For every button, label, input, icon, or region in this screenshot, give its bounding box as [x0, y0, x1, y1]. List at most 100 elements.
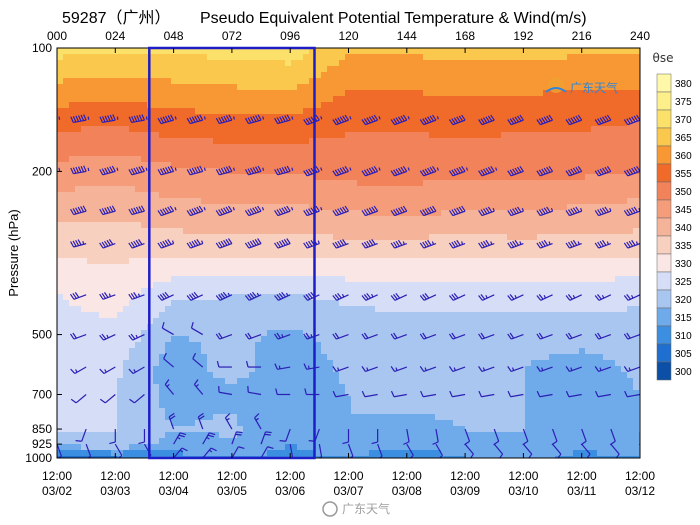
field-cell	[429, 456, 436, 458]
field-cell	[315, 60, 322, 67]
field-cell	[93, 432, 100, 439]
field-cell	[195, 186, 202, 193]
field-cell	[345, 228, 352, 235]
field-cell	[423, 108, 430, 115]
field-cell	[351, 318, 358, 325]
field-cell	[111, 444, 118, 451]
field-cell	[183, 168, 190, 175]
field-cell	[333, 144, 340, 151]
field-cell	[429, 114, 436, 121]
field-cell	[339, 90, 346, 97]
field-cell	[405, 60, 412, 67]
field-cell	[153, 162, 160, 169]
field-cell	[411, 216, 418, 223]
field-cell	[357, 378, 364, 385]
field-cell	[267, 210, 274, 217]
field-cell	[189, 252, 196, 259]
field-cell	[57, 402, 64, 409]
field-cell	[345, 300, 352, 307]
field-cell	[387, 354, 394, 361]
field-cell	[75, 444, 82, 451]
field-cell	[321, 426, 328, 433]
field-cell	[285, 402, 292, 409]
field-cell	[183, 162, 190, 169]
field-cell	[303, 108, 310, 115]
field-cell	[201, 180, 208, 187]
field-cell	[159, 276, 166, 283]
field-cell	[477, 186, 484, 193]
field-cell	[129, 186, 136, 193]
field-cell	[267, 60, 274, 67]
field-cell	[393, 324, 400, 331]
field-cell	[291, 84, 298, 91]
field-cell	[249, 84, 256, 91]
field-cell	[69, 252, 76, 259]
field-cell	[141, 264, 148, 271]
field-cell	[471, 156, 478, 163]
field-cell	[381, 246, 388, 253]
field-cell	[201, 192, 208, 199]
field-cell	[489, 168, 496, 175]
field-cell	[87, 54, 94, 61]
field-cell	[309, 54, 316, 61]
field-cell	[93, 222, 100, 229]
field-cell	[141, 234, 148, 241]
field-cell	[225, 432, 232, 439]
field-cell	[99, 114, 106, 121]
field-cell	[87, 420, 94, 427]
field-cell	[267, 378, 274, 385]
field-cell	[165, 78, 172, 85]
field-cell	[303, 150, 310, 157]
field-cell	[75, 372, 82, 379]
field-cell	[123, 396, 130, 403]
field-cell	[369, 402, 376, 409]
field-cell	[327, 366, 334, 373]
field-cell	[399, 300, 406, 307]
field-cell	[141, 72, 148, 79]
field-cell	[63, 396, 70, 403]
field-cell	[393, 66, 400, 73]
field-cell	[303, 354, 310, 361]
field-cell	[75, 120, 82, 127]
field-cell	[315, 378, 322, 385]
field-cell	[279, 78, 286, 85]
field-cell	[387, 420, 394, 427]
field-cell	[195, 264, 202, 271]
field-cell	[297, 414, 304, 421]
field-cell	[153, 294, 160, 301]
field-cell	[339, 252, 346, 259]
field-cell	[357, 354, 364, 361]
field-cell	[231, 312, 238, 319]
field-cell	[327, 138, 334, 145]
field-cell	[345, 414, 352, 421]
field-cell	[93, 120, 100, 127]
field-cell	[213, 270, 220, 277]
field-cell	[213, 150, 220, 157]
field-cell	[219, 234, 226, 241]
field-cell	[423, 114, 430, 121]
field-cell	[351, 402, 358, 409]
field-cell	[363, 156, 370, 163]
field-cell	[111, 342, 118, 349]
field-cell	[249, 258, 256, 265]
field-cell	[297, 300, 304, 307]
field-cell	[111, 192, 118, 199]
field-cell	[261, 348, 268, 355]
field-cell	[201, 132, 208, 139]
field-cell	[231, 216, 238, 223]
field-cell	[321, 90, 328, 97]
field-cell	[399, 186, 406, 193]
field-cell	[219, 300, 226, 307]
field-cell	[447, 444, 454, 451]
field-cell	[231, 396, 238, 403]
field-cell	[267, 186, 274, 193]
field-cell	[387, 294, 394, 301]
field-cell	[411, 126, 418, 133]
field-cell	[207, 246, 214, 253]
field-cell	[123, 432, 130, 439]
field-cell	[141, 54, 148, 61]
field-cell	[393, 246, 400, 253]
field-cell	[123, 246, 130, 253]
field-cell	[141, 456, 148, 458]
field-cell	[471, 420, 478, 427]
